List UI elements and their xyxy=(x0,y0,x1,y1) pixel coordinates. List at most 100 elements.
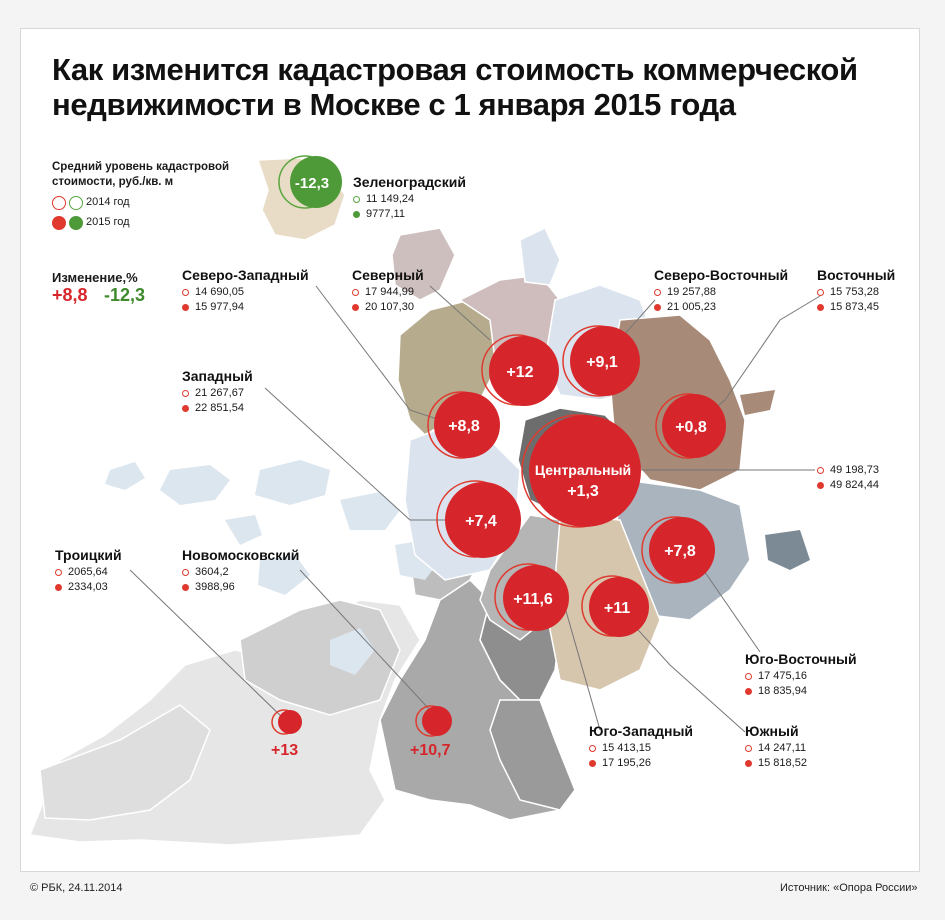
value-2015: 18 835,94 xyxy=(758,685,807,697)
district-name: Северный xyxy=(352,267,424,283)
value-2015-icon xyxy=(182,584,189,591)
label-yugo-vostochny: Юго-Восточный 17 475,16 18 835,94 xyxy=(745,652,857,699)
legend-2015-green-fill-icon xyxy=(69,215,83,230)
legend-2014-label: 2014 год xyxy=(86,196,130,208)
bubble-zelenogradsky: -12,3 xyxy=(278,155,342,209)
map-region-yugo-vostochny-east xyxy=(765,530,810,570)
district-name: Северо-Западный xyxy=(182,267,309,283)
legend-2014-red-outline-icon xyxy=(52,195,66,210)
value-2015-icon xyxy=(654,304,661,311)
value-2014-icon xyxy=(352,289,359,296)
value-2015-icon xyxy=(182,304,189,311)
legend-row-2014: 2014 год xyxy=(52,195,232,210)
bubble-novomoskovsky xyxy=(415,705,452,737)
change-novomoskovsky: +10,7 xyxy=(410,742,451,759)
footer-source: Источник: «Опора России» xyxy=(780,882,918,894)
bubble-label-zapadny: +7,4 xyxy=(465,513,497,530)
bubble-yugo-zapadny: +11,6 xyxy=(494,563,569,631)
value-2014-icon xyxy=(745,745,752,752)
legend-2015-red-fill-icon xyxy=(52,215,66,230)
district-name: Южный xyxy=(745,723,799,739)
bubble-label-centralny: +1,3 xyxy=(567,483,599,500)
value-2015-icon xyxy=(55,584,62,591)
value-2015-icon xyxy=(353,211,360,218)
label-troitsky: Троицкий 2065,64 2334,03 xyxy=(55,548,122,595)
bubble-zapadny: +7,4 xyxy=(436,480,521,558)
value-2015: 9777,11 xyxy=(366,208,405,220)
label-novomoskovsky: Новомосковский 3604,2 3988,96 xyxy=(182,548,299,595)
bubble-label-severo-zapadny: +8,8 xyxy=(448,418,480,435)
value-2015: 15 873,45 xyxy=(830,301,879,313)
map-enclaves xyxy=(105,460,440,675)
bubble-severo-vostochny: +9,1 xyxy=(562,325,640,397)
map-region-vostochny-east xyxy=(740,390,775,415)
value-2014-icon xyxy=(182,569,189,576)
bubble-centralny: Центральный +1,3 xyxy=(521,414,641,528)
change-negative-example: -12,3 xyxy=(104,285,146,305)
map-region-gray-lower xyxy=(489,699,576,811)
legend-2015-label: 2015 год xyxy=(86,216,130,228)
bubble-severny: +12 xyxy=(481,334,559,406)
label-severny: Северный 17 944,99 20 107,30 xyxy=(352,268,424,315)
bubble-label-severny: +12 xyxy=(506,364,533,381)
value-2014-icon xyxy=(353,196,360,203)
value-2015-icon xyxy=(352,304,359,311)
value-2014-icon xyxy=(182,289,189,296)
legend-2014-green-outline-icon xyxy=(69,195,83,210)
value-2015: 17 195,26 xyxy=(602,757,651,769)
value-2015: 49 824,44 xyxy=(830,479,879,491)
district-name: Зеленоградский xyxy=(353,174,466,190)
bubble-name-centralny: Центральный xyxy=(535,462,631,478)
change-troitsky: +13 xyxy=(271,742,299,759)
district-name: Новомосковский xyxy=(182,547,300,563)
value-2014: 11 149,24 xyxy=(366,193,415,205)
label-severo-vostochny: Северо-Восточный 19 257,88 21 005,23 xyxy=(654,268,788,315)
value-2015: 15 818,52 xyxy=(758,757,807,769)
change-title: Изменение,% xyxy=(52,270,138,285)
change-positive-example: +8,8 xyxy=(52,285,88,305)
change-legend: Изменение,% +8,8 -12,3 xyxy=(52,270,145,306)
map-region-severo-zapadny-north xyxy=(391,227,456,301)
label-yugo-zapadny: Юго-Западный 15 413,15 17 195,26 xyxy=(589,724,693,771)
value-2014: 3604,2 xyxy=(195,566,229,578)
value-2014-icon xyxy=(817,467,824,474)
value-2014-icon xyxy=(654,289,661,296)
value-2014: 14 690,05 xyxy=(195,286,244,298)
label-zelenogradsky: Зеленоградский 11 149,24 9777,11 xyxy=(353,175,466,222)
district-name: Троицкий xyxy=(55,547,122,563)
value-2015-icon xyxy=(182,405,189,412)
value-2015-icon xyxy=(589,760,596,767)
label-yuzhny: Южный 14 247,11 15 818,52 xyxy=(745,724,807,771)
value-2015-icon xyxy=(745,760,752,767)
bubble-yugo-vostochny: +7,8 xyxy=(641,516,715,584)
value-2014: 15 753,28 xyxy=(830,286,879,298)
value-2014-icon xyxy=(182,390,189,397)
bubble-troitsky xyxy=(271,709,302,735)
page-title: Как изменится кадастровая стоимость комм… xyxy=(52,52,858,122)
value-2015: 15 977,94 xyxy=(195,301,244,313)
bubble-label-zelenogradsky: -12,3 xyxy=(295,175,329,192)
label-vostochny: Восточный 15 753,28 15 873,45 xyxy=(817,268,895,315)
value-2014-icon xyxy=(589,745,596,752)
bubble-label-vostochny: +0,8 xyxy=(675,419,707,436)
map-region-troitsky-west xyxy=(39,704,211,821)
legend-title: Средний уровень кадастровой стоимости, р… xyxy=(52,161,230,188)
district-name: Западный xyxy=(182,368,253,384)
bubble-severo-zapadny: +8,8 xyxy=(427,391,500,459)
value-2015-icon xyxy=(745,688,752,695)
label-severo-zapadny: Северо-Западный 14 690,05 15 977,94 xyxy=(182,268,309,315)
value-2015: 20 107,30 xyxy=(365,301,414,313)
bubble-vostochny: +0,8 xyxy=(655,393,726,459)
label-centralny: 49 198,73 49 824,44 xyxy=(817,463,879,493)
value-2015-icon xyxy=(817,482,824,489)
district-name: Северо-Восточный xyxy=(654,267,789,283)
value-2015: 21 005,23 xyxy=(667,301,716,313)
value-2014: 2065,64 xyxy=(68,566,108,578)
value-2014: 14 247,11 xyxy=(758,742,807,754)
legend: Средний уровень кадастровой стоимости, р… xyxy=(52,160,232,230)
footer-copyright: © РБК, 24.11.2014 xyxy=(30,882,123,894)
value-2014: 17 944,99 xyxy=(365,286,414,298)
value-2015-icon xyxy=(817,304,824,311)
district-name: Восточный xyxy=(817,267,896,283)
